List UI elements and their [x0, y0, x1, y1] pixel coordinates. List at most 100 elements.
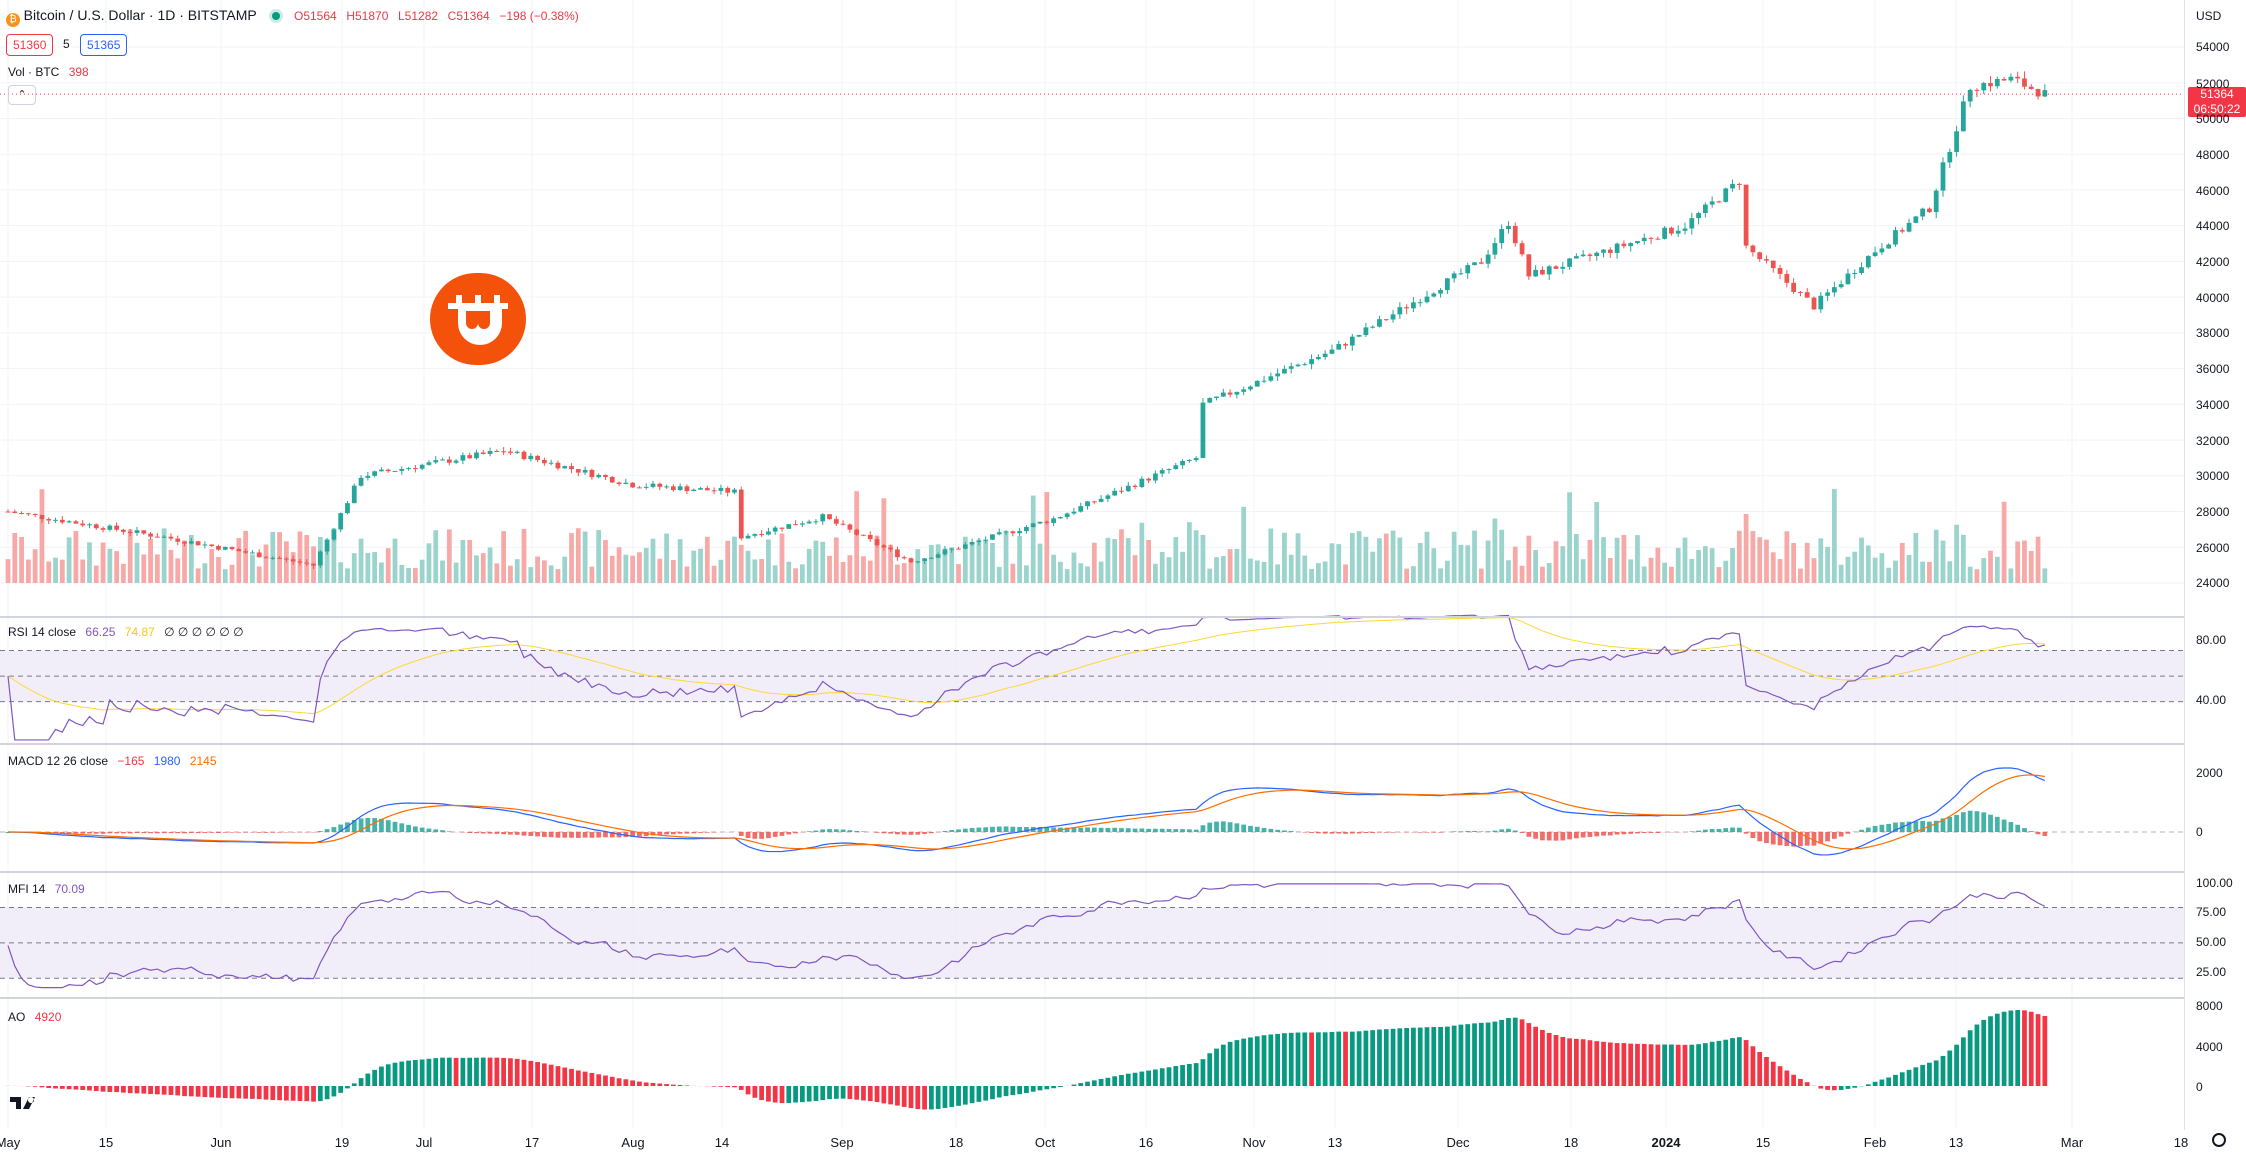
ao-bar	[1784, 1070, 1790, 1086]
symbol-title[interactable]: Bitcoin / U.S. Dollar · 1D · BITSTAMP	[23, 7, 257, 23]
candle-body	[317, 551, 323, 566]
mfi-legend[interactable]: MFI 14 70.09	[8, 882, 85, 896]
volume-bar	[1173, 537, 1179, 583]
volume-bar	[1200, 534, 1206, 583]
volume-bar	[250, 554, 255, 583]
candle-body	[1981, 83, 1987, 91]
macd-histogram-bar	[372, 818, 378, 832]
volume-bar	[1641, 566, 1647, 583]
rsi-legend[interactable]: RSI 14 close 66.25 74.87 ∅ ∅ ∅ ∅ ∅ ∅	[8, 625, 244, 639]
macd-histogram-bar	[1940, 818, 1946, 832]
ao-bar	[121, 1086, 126, 1093]
volume-bar	[1859, 537, 1864, 583]
candle-body	[392, 470, 398, 472]
currency-selector[interactable]: USD	[2196, 9, 2222, 23]
ao-bar	[867, 1086, 873, 1102]
candle-body	[501, 451, 507, 453]
macd-histogram-bar	[2042, 832, 2048, 837]
macd-histogram-bar	[229, 832, 235, 833]
ao-bar	[2042, 1015, 2048, 1086]
price-scale-border	[2184, 0, 2185, 1130]
sell-price-button[interactable]: 51360	[6, 34, 54, 56]
candle-body	[1587, 254, 1593, 257]
pane-separator[interactable]	[0, 743, 2184, 745]
ao-bar	[270, 1086, 276, 1101]
volume-bar	[1234, 548, 1240, 583]
macd-histogram-bar	[541, 832, 547, 837]
volume-bar	[833, 537, 839, 583]
volume-bar	[1533, 550, 1539, 583]
tradingview-logo-icon[interactable]	[10, 1094, 44, 1112]
volume-bar	[901, 563, 907, 583]
volume-bar	[603, 540, 608, 583]
volume-bar	[1804, 542, 1810, 583]
macd-histogram-bar	[1628, 832, 1634, 834]
ao-bar	[752, 1086, 758, 1098]
volume-bar	[2001, 501, 2007, 583]
volume-bar	[1017, 536, 1023, 583]
chevron-up-icon[interactable]: ⌃	[8, 85, 36, 105]
ao-bar	[351, 1083, 357, 1086]
rsi-ma-line	[7, 617, 2045, 715]
volume-bar	[358, 538, 364, 583]
candle-body	[175, 538, 181, 542]
macd-histogram-bar	[1825, 832, 1830, 842]
volume-bar	[1091, 542, 1097, 583]
volume-legend[interactable]: Vol · BTC 398	[8, 65, 89, 79]
volume-bar	[351, 553, 357, 583]
ao-bar	[1180, 1064, 1185, 1086]
ao-bar	[175, 1086, 181, 1096]
volume-bar	[1193, 530, 1199, 583]
ao-bar	[1044, 1086, 1050, 1090]
candle-body	[365, 475, 371, 478]
symbol-legend[interactable]: ₿ Bitcoin / U.S. Dollar · 1D · BITSTAMP …	[6, 7, 579, 27]
ao-bar	[1798, 1078, 1803, 1086]
volume-bar	[1648, 557, 1654, 583]
ao-bar	[1573, 1038, 1579, 1086]
macd-histogram-bar	[467, 832, 473, 834]
volume-bar	[1512, 546, 1518, 583]
rsi-line	[7, 614, 2046, 741]
candle-body	[2042, 90, 2048, 97]
pane-separator[interactable]	[0, 871, 2184, 873]
ao-bar	[1411, 1027, 1416, 1086]
candle-body	[19, 512, 24, 514]
buy-price-button[interactable]: 51365	[80, 34, 128, 56]
pane-separator[interactable]	[0, 616, 2184, 618]
volume-bar	[996, 566, 1002, 583]
candle-body	[562, 466, 568, 469]
ao-legend[interactable]: AO 4920	[8, 1010, 61, 1024]
candle-body	[1994, 78, 2000, 87]
candle-body	[338, 513, 344, 530]
mfi-tick: 25.00	[2196, 965, 2227, 979]
volume-bar	[1730, 547, 1735, 583]
macd-histogram-bar	[1227, 822, 1233, 832]
ao-bar	[114, 1086, 120, 1093]
price-tick: 30000	[2196, 469, 2230, 483]
candle-body	[222, 546, 228, 550]
volume-bar	[1492, 518, 1498, 583]
volume-bar	[290, 552, 296, 583]
volume-bar	[637, 552, 642, 583]
volume-bar	[1349, 532, 1355, 583]
ao-bar	[1865, 1084, 1871, 1086]
candle-body	[1098, 498, 1104, 502]
ao-bar	[1003, 1086, 1009, 1097]
candle-body	[1621, 243, 1627, 247]
volume-bar	[677, 539, 683, 583]
pane-separator[interactable]	[0, 997, 2184, 999]
macd-legend[interactable]: MACD 12 26 close −165 1980 2145	[8, 754, 217, 768]
volume-bar	[596, 530, 602, 583]
candle-body	[1920, 208, 1926, 217]
volume-bar	[2008, 568, 2014, 583]
macd-histogram-bar	[1003, 826, 1009, 832]
ao-bar	[664, 1084, 669, 1086]
volume-bar	[1933, 529, 1939, 583]
macd-histogram-bar	[684, 832, 690, 834]
gear-icon[interactable]	[2212, 1133, 2226, 1147]
ao-bar	[915, 1086, 921, 1110]
macd-histogram-bar	[854, 830, 860, 832]
candle-body	[1268, 376, 1274, 381]
ao-bar	[1241, 1038, 1247, 1086]
